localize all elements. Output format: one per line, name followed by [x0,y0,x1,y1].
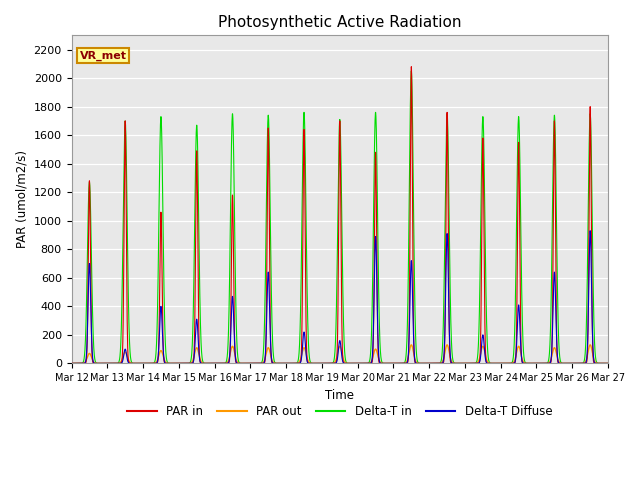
Y-axis label: PAR (umol/m2/s): PAR (umol/m2/s) [15,150,28,248]
Title: Photosynthetic Active Radiation: Photosynthetic Active Radiation [218,15,461,30]
X-axis label: Time: Time [325,389,354,402]
Legend: PAR in, PAR out, Delta-T in, Delta-T Diffuse: PAR in, PAR out, Delta-T in, Delta-T Dif… [122,401,557,423]
Text: VR_met: VR_met [79,50,127,60]
